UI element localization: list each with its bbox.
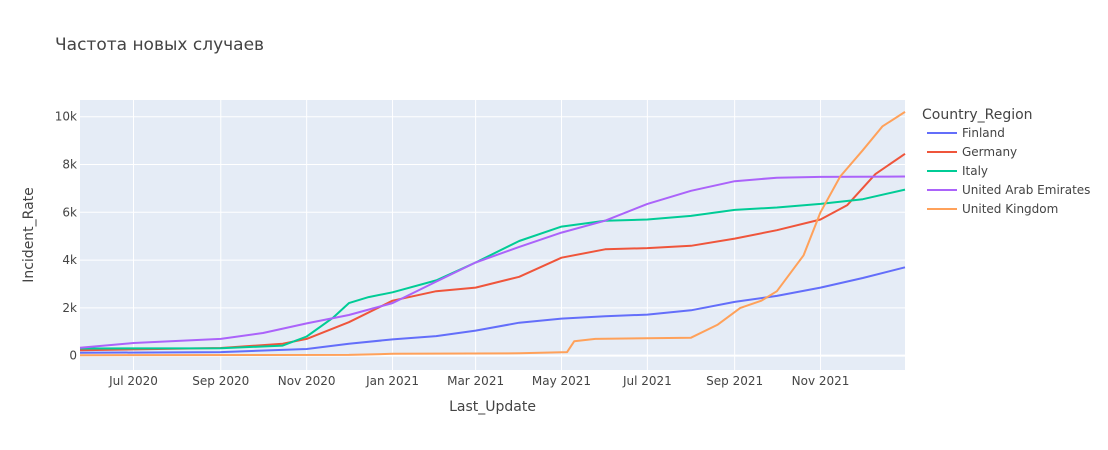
x-tick-label: Nov 2020 <box>278 374 336 388</box>
x-tick-label: Jul 2020 <box>108 374 158 388</box>
y-tick-label: 2k <box>62 301 77 315</box>
plot-area <box>80 100 905 370</box>
series-line-finland <box>79 266 906 354</box>
y-tick-label: 10k <box>55 110 77 124</box>
series-line-united-arab-emirates <box>79 175 906 349</box>
gridlines <box>80 100 905 370</box>
y-axis-title: Incident_Rate <box>21 187 37 283</box>
x-tick-label: Sep 2021 <box>706 374 763 388</box>
legend-title: Country_Region <box>922 107 1033 123</box>
y-tick-label: 6k <box>62 205 77 219</box>
x-tick-label: Mar 2021 <box>447 374 504 388</box>
legend: Country_Region Finland Germany Italy United… <box>922 107 1090 216</box>
x-tick-label: Nov 2021 <box>792 374 850 388</box>
x-tick-label: Sep 2020 <box>192 374 249 388</box>
x-tick-label: May 2021 <box>532 374 591 388</box>
series-line-italy <box>79 188 906 350</box>
x-tick-label: Jul 2021 <box>622 374 672 388</box>
x-axis-title: Last_Update <box>449 399 536 415</box>
y-axis-ticks: 0 2k 4k 6k 8k 10k <box>55 110 77 363</box>
series-line-germany <box>79 152 906 352</box>
series-line-united-kingdom <box>79 111 906 357</box>
legend-item-label: United Arab Emirates <box>962 183 1090 197</box>
x-axis-ticks: Jul 2020 Sep 2020 Nov 2020 Jan 2021 Mar 2021… <box>108 374 849 388</box>
legend-item-label: Germany <box>962 145 1017 159</box>
series-lines <box>79 111 906 357</box>
chart-title: Частота новых случаев <box>55 35 264 55</box>
legend-item-label: United Kingdom <box>962 202 1058 216</box>
legend-item-label: Italy <box>962 164 988 178</box>
x-tick-label: Jan 2021 <box>365 374 419 388</box>
legend-item-label: Finland <box>962 126 1005 140</box>
y-tick-label: 8k <box>62 158 77 172</box>
y-tick-label: 4k <box>62 253 77 267</box>
y-tick-label: 0 <box>69 349 77 363</box>
